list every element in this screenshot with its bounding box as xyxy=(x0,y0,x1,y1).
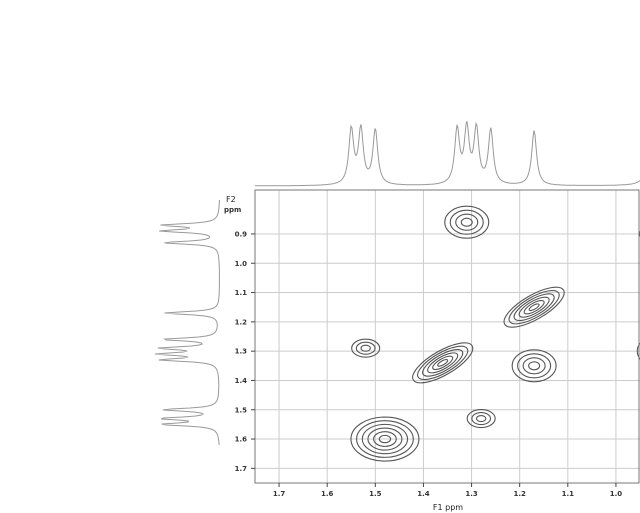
f2-projection-trace xyxy=(154,200,220,445)
contour-level xyxy=(449,209,484,235)
x-tick-label: 1.6 xyxy=(321,490,334,498)
contour-level xyxy=(460,217,473,227)
contour-level xyxy=(523,299,545,315)
contour-level xyxy=(427,352,459,374)
contour-level xyxy=(412,342,474,384)
cross-peak xyxy=(350,416,420,462)
x-tick-label: 1.0 xyxy=(610,490,623,498)
contour-level xyxy=(508,290,560,325)
y-tick-label: 1.6 xyxy=(235,436,248,444)
contour-level xyxy=(351,338,381,358)
contour-level xyxy=(422,349,464,377)
contour-level xyxy=(528,361,541,371)
x-tick-label: 1.7 xyxy=(273,490,286,498)
y-tick-label: 1.2 xyxy=(235,318,248,326)
x-axis-label: F1 ppm xyxy=(433,503,463,512)
contour-level xyxy=(356,420,414,458)
contour-level xyxy=(437,358,449,367)
contour-level xyxy=(503,286,565,328)
contour-level xyxy=(367,427,403,451)
y-tick-label: 1.5 xyxy=(235,406,248,414)
contour-level xyxy=(444,205,490,239)
contour-plot xyxy=(350,205,640,462)
contour-level xyxy=(355,341,376,355)
x-axis: 1.71.61.51.41.31.21.11.00.90.8 xyxy=(273,483,623,498)
x-tick-label: 1.1 xyxy=(562,490,575,498)
contour-level xyxy=(511,349,557,383)
x-tick-label: 1.5 xyxy=(369,490,382,498)
contour-level xyxy=(471,411,492,426)
y-tick-label: 0.9 xyxy=(235,230,248,238)
x-tick-label: 1.2 xyxy=(513,490,526,498)
contour-level xyxy=(361,423,409,455)
y-tick-label: 1.4 xyxy=(235,377,248,385)
cross-peak xyxy=(412,342,474,384)
contour-level xyxy=(378,434,392,444)
contour-level xyxy=(360,344,371,352)
x-tick-label: 1.4 xyxy=(417,490,430,498)
y-axis: 0.9 1.0 1.1 1.2 1.3 1.4 1.5 1.6 1.7 xyxy=(235,230,255,473)
x-tick-label: 1.3 xyxy=(465,490,478,498)
contour-level xyxy=(475,414,487,423)
cross-peak xyxy=(636,342,640,360)
contour-level xyxy=(455,213,479,231)
plot-frame xyxy=(254,189,640,484)
y-tick-label: 1.3 xyxy=(235,348,248,356)
y-axis-label-ppm: ppm xyxy=(224,206,241,214)
cross-peak xyxy=(511,349,557,383)
contour-level xyxy=(432,355,454,371)
contour-level xyxy=(373,431,397,447)
contour-level xyxy=(466,408,496,429)
y-axis-label-f2: F2 xyxy=(226,195,236,204)
cross-peak xyxy=(351,338,381,358)
y-tick-label: 1.7 xyxy=(235,465,248,473)
f1-projection-trace xyxy=(255,121,640,187)
y-tick-label: 1.0 xyxy=(235,260,248,268)
contour-level xyxy=(518,296,550,318)
contour-level xyxy=(636,342,640,360)
contour-level xyxy=(517,353,552,379)
cross-peak xyxy=(444,205,490,239)
grid xyxy=(255,190,640,483)
contour-level xyxy=(350,416,420,462)
contour-level xyxy=(513,293,555,322)
frame xyxy=(254,189,640,484)
contour-level xyxy=(528,303,540,312)
contour-level xyxy=(522,357,546,375)
cross-peak xyxy=(466,408,496,429)
y-tick-label: 1.1 xyxy=(235,289,248,297)
contour-level xyxy=(417,345,469,381)
cross-peak xyxy=(503,286,565,328)
